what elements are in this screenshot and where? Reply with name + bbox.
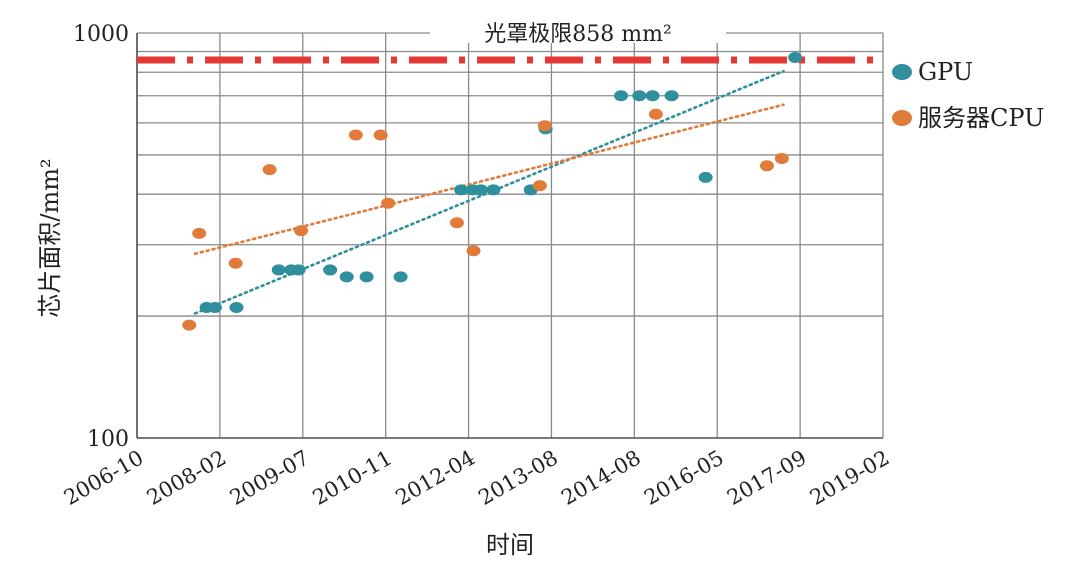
cpu-point [294, 225, 309, 237]
gpu-point [291, 264, 306, 276]
grid-lines [136, 32, 884, 439]
gpu-point [393, 271, 408, 283]
cpu-point [759, 160, 774, 172]
cpu-point [466, 245, 481, 257]
legend-cpu-marker [892, 110, 912, 126]
cpu-point [774, 152, 789, 164]
reticle-limit-label-background [430, 13, 726, 43]
gpu-point [359, 271, 374, 283]
gpu-point [323, 264, 338, 276]
cpu-point [537, 120, 552, 132]
x-tick-label: 2009-07 [226, 446, 314, 510]
data-points [182, 51, 803, 331]
x-tick-label: 2016-05 [640, 446, 728, 510]
axes [136, 33, 883, 439]
gpu-point [486, 184, 501, 196]
cpu-point [373, 129, 388, 141]
cpu-point [228, 257, 243, 269]
x-tick-label: 2017-09 [723, 446, 811, 510]
gpu-point [664, 90, 679, 102]
y-tick-labels: 100 1000 [73, 22, 129, 452]
gpu-point [207, 302, 222, 314]
x-tick-labels: 2006-102008-022009-072010-112012-042013-… [60, 446, 894, 510]
legend-gpu-marker [892, 64, 912, 80]
y-tick-label: 1000 [73, 22, 129, 47]
x-tick-label: 2013-08 [474, 446, 562, 510]
gpu-point [614, 90, 629, 102]
legend-cpu-label: 服务器CPU [918, 104, 1044, 132]
x-axis-title: 时间 [486, 531, 534, 559]
gpu-point [632, 90, 647, 102]
cpu-point [348, 129, 363, 141]
cpu-point [648, 108, 663, 120]
cpu-point [532, 180, 547, 192]
cpu-point [262, 164, 277, 176]
x-tick-label: 2006-10 [60, 446, 148, 510]
legend: GPU 服务器CPU [892, 58, 1044, 132]
x-tick-label: 2010-11 [309, 446, 397, 510]
gpu-point [454, 184, 469, 196]
x-tick-label: 2012-04 [391, 446, 479, 510]
gpu-point [339, 271, 354, 283]
y-axis-title: 芯片面积/mm² [36, 158, 64, 317]
cpu-point [182, 319, 197, 331]
cpu-trend-line [193, 103, 785, 256]
reticle-limit-label: 光罩极限858 mm² [484, 22, 672, 47]
x-tick-label: 2014-08 [557, 446, 645, 510]
y-tick-label: 100 [87, 427, 129, 452]
cpu-point [381, 197, 396, 209]
cpu-point [449, 217, 464, 229]
x-tick-label: 2019-02 [806, 446, 894, 510]
gpu-point [698, 171, 713, 183]
gpu-point [788, 51, 803, 63]
gpu-point [473, 184, 488, 196]
gpu-point [645, 90, 660, 102]
cpu-point [192, 227, 207, 239]
gpu-point [271, 264, 286, 276]
x-tick-label: 2008-02 [143, 446, 231, 510]
gpu-point [229, 302, 244, 314]
legend-gpu-label: GPU [918, 58, 973, 86]
